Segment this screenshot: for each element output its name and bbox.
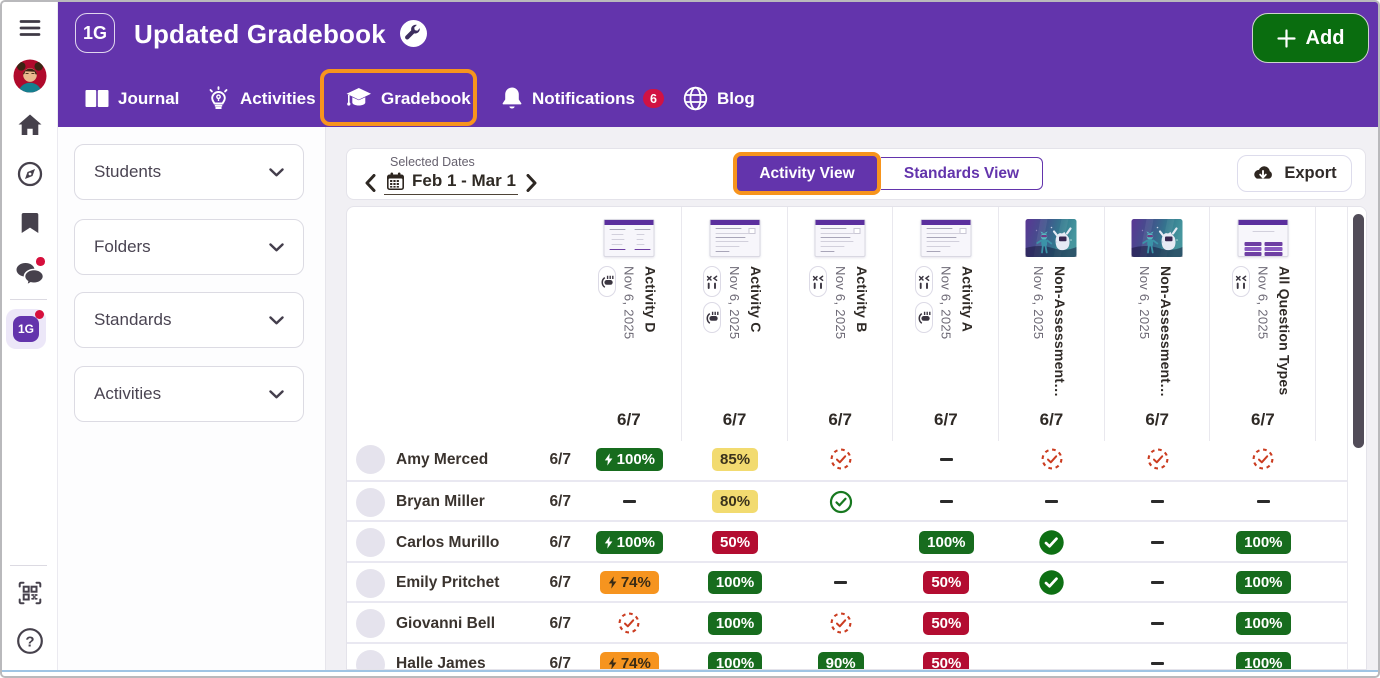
svg-text:?: ?: [25, 634, 34, 651]
